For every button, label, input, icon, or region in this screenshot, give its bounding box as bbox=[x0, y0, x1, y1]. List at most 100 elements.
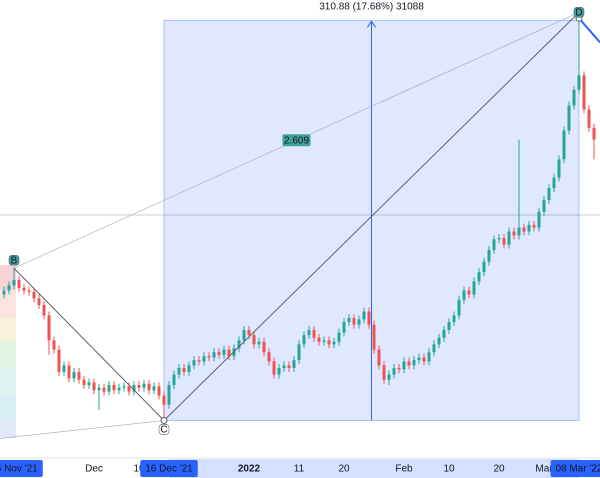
candle-body bbox=[42, 304, 46, 316]
candle-body bbox=[82, 379, 86, 386]
candle-body bbox=[57, 349, 61, 372]
candle-body bbox=[312, 329, 316, 338]
candle-body bbox=[462, 290, 466, 300]
candle-body bbox=[162, 395, 166, 405]
range-layer: 310.88 (17.68%) 31088 bbox=[163, 2, 580, 421]
fib-band bbox=[0, 395, 16, 420]
x-tick-label: 10 bbox=[443, 464, 455, 475]
candle-body bbox=[537, 211, 541, 228]
candle-body bbox=[362, 311, 366, 320]
candle-body bbox=[452, 315, 456, 323]
candle-body bbox=[92, 382, 96, 391]
candle-body bbox=[502, 238, 506, 245]
candle-body bbox=[327, 340, 331, 345]
candle-body bbox=[12, 280, 16, 286]
x-tick-label: Mar bbox=[535, 464, 553, 475]
candle-body bbox=[532, 224, 536, 228]
point-handle bbox=[160, 416, 168, 424]
candle-body bbox=[102, 387, 106, 392]
x-tick-label: 2022 bbox=[238, 464, 261, 475]
x-tick-label: Dec bbox=[85, 464, 103, 475]
candle-body bbox=[127, 386, 131, 392]
candle-body bbox=[22, 287, 26, 291]
candle-body bbox=[487, 249, 491, 262]
candle-body bbox=[352, 318, 356, 325]
candle-body bbox=[132, 385, 136, 392]
x-tick-highlight bbox=[550, 460, 600, 477]
candle-body bbox=[427, 352, 431, 362]
point-marker bbox=[158, 424, 170, 435]
candle-body bbox=[342, 322, 346, 333]
candle-body bbox=[557, 159, 561, 178]
candle-body bbox=[482, 261, 486, 273]
fib-band bbox=[0, 368, 16, 395]
range-arrowhead bbox=[367, 20, 376, 28]
candle-body bbox=[242, 329, 246, 341]
candle-body bbox=[77, 371, 81, 380]
candle-body bbox=[457, 299, 461, 316]
candle-body bbox=[237, 340, 241, 349]
candle-body bbox=[72, 371, 76, 379]
candle-body bbox=[197, 360, 201, 362]
candle-body bbox=[267, 352, 271, 362]
point-marker bbox=[573, 7, 585, 18]
candle-body bbox=[167, 385, 171, 405]
candle-body bbox=[547, 188, 551, 200]
candle-body bbox=[567, 105, 571, 131]
candle-body bbox=[322, 340, 326, 342]
x-tick-label: 20 bbox=[338, 464, 350, 475]
candle-body bbox=[272, 361, 276, 375]
trend-line bbox=[578, 17, 600, 43]
pattern-line bbox=[163, 11, 580, 421]
x-tick-label: 20 bbox=[493, 464, 505, 475]
point-label: C bbox=[160, 425, 167, 436]
candle-body bbox=[17, 280, 21, 288]
fib-band bbox=[0, 342, 16, 368]
candle-body bbox=[317, 337, 321, 342]
fib-band bbox=[0, 420, 16, 438]
candle-body bbox=[357, 319, 361, 325]
candle-body bbox=[412, 360, 416, 366]
candle-body bbox=[287, 365, 291, 368]
candle-body bbox=[252, 335, 256, 345]
candle-body bbox=[527, 224, 531, 232]
candle-body bbox=[7, 285, 11, 291]
candle-body bbox=[467, 290, 471, 295]
drawing-layer: 2.609 B C D bbox=[0, 7, 600, 439]
candle-body bbox=[432, 344, 436, 353]
candle-body bbox=[87, 382, 91, 386]
candle-body bbox=[472, 281, 476, 295]
candle-body bbox=[262, 341, 266, 353]
candle-body bbox=[277, 367, 281, 375]
pattern-line bbox=[0, 420, 165, 439]
x-tick-label: 10 bbox=[133, 464, 145, 475]
candle-body bbox=[222, 349, 226, 355]
candle-body bbox=[512, 231, 516, 236]
axis-range-highlight bbox=[169, 459, 579, 478]
candle-body bbox=[67, 365, 71, 379]
candle-body bbox=[507, 231, 511, 245]
candle-body bbox=[372, 324, 376, 350]
candle-body bbox=[477, 272, 481, 282]
candle-body bbox=[122, 386, 126, 388]
candle-body bbox=[227, 349, 231, 357]
fib-band bbox=[0, 265, 16, 290]
candle-body bbox=[202, 356, 206, 362]
candle-body bbox=[52, 340, 56, 350]
time-axis: 19Dec102020221120Feb1020Mar15 Nov '2116 … bbox=[0, 457, 600, 478]
candle-body bbox=[142, 383, 146, 388]
candle-body bbox=[182, 367, 186, 372]
point-label: B bbox=[11, 255, 18, 266]
x-tick-label: 16 Dec '21 bbox=[145, 464, 193, 475]
candle-body bbox=[117, 387, 121, 391]
candle-body bbox=[392, 367, 396, 375]
x-tick-label: Feb bbox=[395, 464, 413, 475]
candle-body bbox=[552, 177, 556, 189]
candle-body bbox=[562, 130, 566, 160]
candle-body bbox=[172, 374, 176, 386]
candle-body bbox=[377, 349, 381, 366]
candle-body bbox=[517, 227, 521, 236]
candle-body bbox=[522, 227, 526, 232]
